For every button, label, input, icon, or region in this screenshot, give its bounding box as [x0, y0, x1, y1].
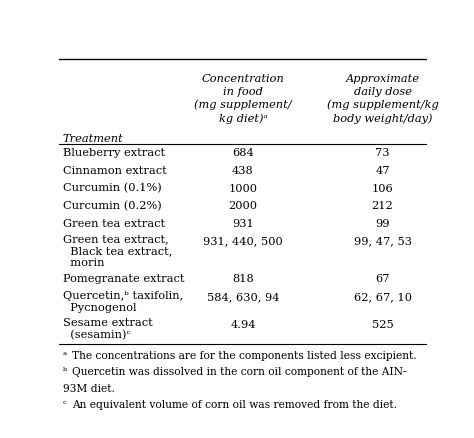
Text: 73: 73 — [375, 148, 390, 158]
Text: ᶜ: ᶜ — [63, 399, 67, 409]
Text: 67: 67 — [375, 274, 390, 283]
Text: Concentration
in food
(mg supplement/
kg diet)ᵃ: Concentration in food (mg supplement/ kg… — [194, 74, 292, 124]
Text: Sesame extract
  (sesamin)ᶜ: Sesame extract (sesamin)ᶜ — [63, 318, 153, 340]
Text: 1000: 1000 — [228, 183, 257, 193]
Text: Treatment: Treatment — [63, 133, 124, 143]
Text: 525: 525 — [372, 319, 393, 329]
Text: 584, 630, 94: 584, 630, 94 — [207, 291, 279, 301]
Text: Blueberry extract: Blueberry extract — [63, 148, 165, 158]
Text: Curcumin (0.2%): Curcumin (0.2%) — [63, 201, 162, 211]
Text: Curcumin (0.1%): Curcumin (0.1%) — [63, 183, 162, 193]
Text: The concentrations are for the components listed less excipient.: The concentrations are for the component… — [72, 350, 417, 360]
Text: 931, 440, 500: 931, 440, 500 — [203, 236, 283, 246]
Text: Green tea extract,
  Black tea extract,
  morin: Green tea extract, Black tea extract, mo… — [63, 234, 172, 268]
Text: ᵇ: ᵇ — [63, 367, 67, 377]
Text: 684: 684 — [232, 148, 254, 158]
Text: 4.94: 4.94 — [230, 319, 255, 329]
Text: An equivalent volume of corn oil was removed from the diet.: An equivalent volume of corn oil was rem… — [72, 399, 397, 409]
Text: 93M diet.: 93M diet. — [63, 383, 115, 393]
Text: Quercetin was dissolved in the corn oil component of the AIN-: Quercetin was dissolved in the corn oil … — [72, 367, 407, 377]
Text: Green tea extract: Green tea extract — [63, 218, 165, 228]
Text: 818: 818 — [232, 274, 254, 283]
Text: 62, 67, 10: 62, 67, 10 — [354, 291, 411, 301]
Text: 99: 99 — [375, 218, 390, 228]
Text: Pomegranate extract: Pomegranate extract — [63, 274, 184, 283]
Text: 931: 931 — [232, 218, 254, 228]
Text: 99, 47, 53: 99, 47, 53 — [354, 236, 411, 246]
Text: ᵃ: ᵃ — [63, 350, 67, 360]
Text: Quercetin,ᵇ taxifolin,
  Pycnogenol: Quercetin,ᵇ taxifolin, Pycnogenol — [63, 290, 183, 312]
Text: 2000: 2000 — [228, 201, 257, 211]
Text: Approximate
daily dose
(mg supplement/kg
body weight/day): Approximate daily dose (mg supplement/kg… — [327, 74, 438, 124]
Text: Cinnamon extract: Cinnamon extract — [63, 166, 167, 176]
Text: 438: 438 — [232, 166, 254, 176]
Text: 212: 212 — [372, 201, 393, 211]
Text: 106: 106 — [372, 183, 393, 193]
Text: 47: 47 — [375, 166, 390, 176]
